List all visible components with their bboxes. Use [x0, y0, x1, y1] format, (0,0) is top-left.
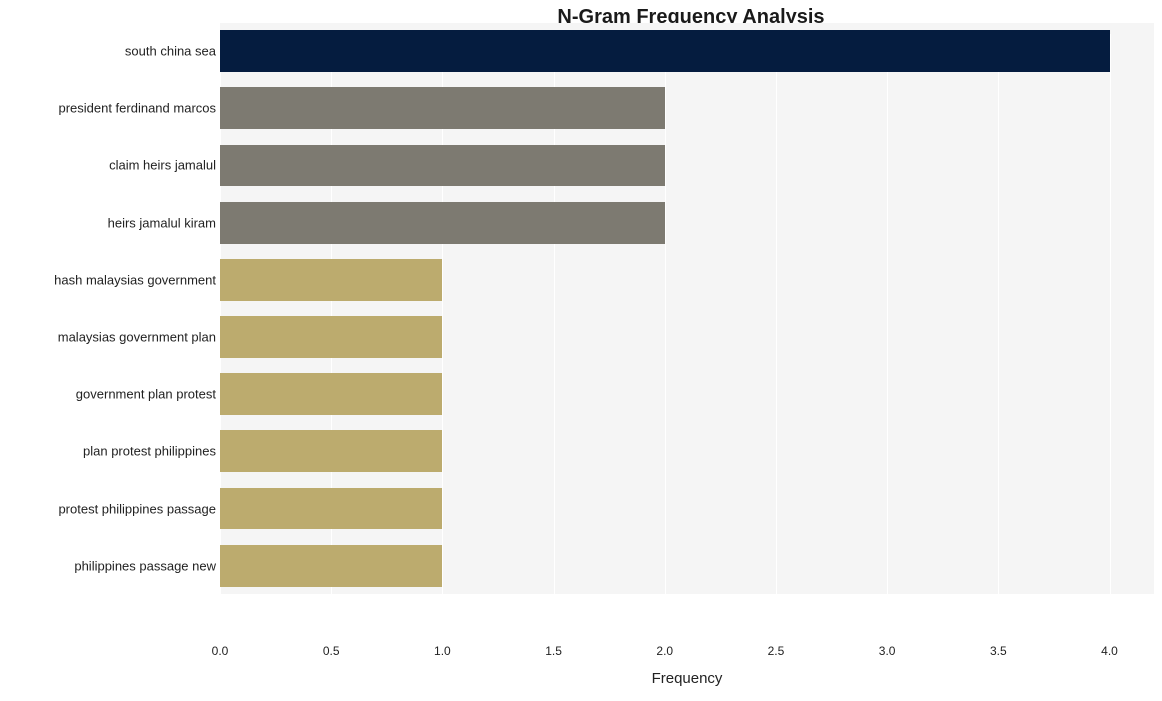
y-tick-label: government plan protest: [6, 388, 216, 401]
ngram-frequency-chart: N-Gram Frequency Analysis Frequency sout…: [0, 0, 1162, 701]
bar: [220, 545, 442, 587]
y-tick-label: hash malaysias government: [6, 273, 216, 286]
gridline: [776, 34, 777, 640]
bar: [220, 145, 665, 187]
y-tick-label: plan protest philippines: [6, 445, 216, 458]
bar: [220, 488, 442, 530]
y-tick-label: philippines passage new: [6, 559, 216, 572]
y-tick-label: claim heirs jamalul: [6, 159, 216, 172]
y-tick-label: malaysias government plan: [6, 331, 216, 344]
x-tick-label: 2.5: [746, 644, 806, 658]
plot-area: [220, 34, 1154, 640]
x-tick-label: 1.5: [524, 644, 584, 658]
x-tick-label: 0.5: [301, 644, 361, 658]
gridline: [998, 34, 999, 640]
x-tick-label: 4.0: [1080, 644, 1140, 658]
gridline: [887, 34, 888, 640]
gridline: [665, 34, 666, 640]
x-tick-label: 3.0: [857, 644, 917, 658]
bar: [220, 87, 665, 129]
y-tick-label: south china sea: [6, 45, 216, 58]
x-tick-label: 3.5: [968, 644, 1028, 658]
y-tick-label: heirs jamalul kiram: [6, 216, 216, 229]
x-axis-label: Frequency: [220, 670, 1154, 687]
x-tick-label: 2.0: [635, 644, 695, 658]
y-tick-label: president ferdinand marcos: [6, 102, 216, 115]
x-tick-label: 1.0: [412, 644, 472, 658]
bar: [220, 316, 442, 358]
y-tick-label: protest philippines passage: [6, 502, 216, 515]
bar: [220, 202, 665, 244]
bar: [220, 30, 1110, 72]
bar: [220, 259, 442, 301]
bar: [220, 430, 442, 472]
gridline: [1110, 34, 1111, 640]
x-tick-label: 0.0: [190, 644, 250, 658]
bar: [220, 373, 442, 415]
